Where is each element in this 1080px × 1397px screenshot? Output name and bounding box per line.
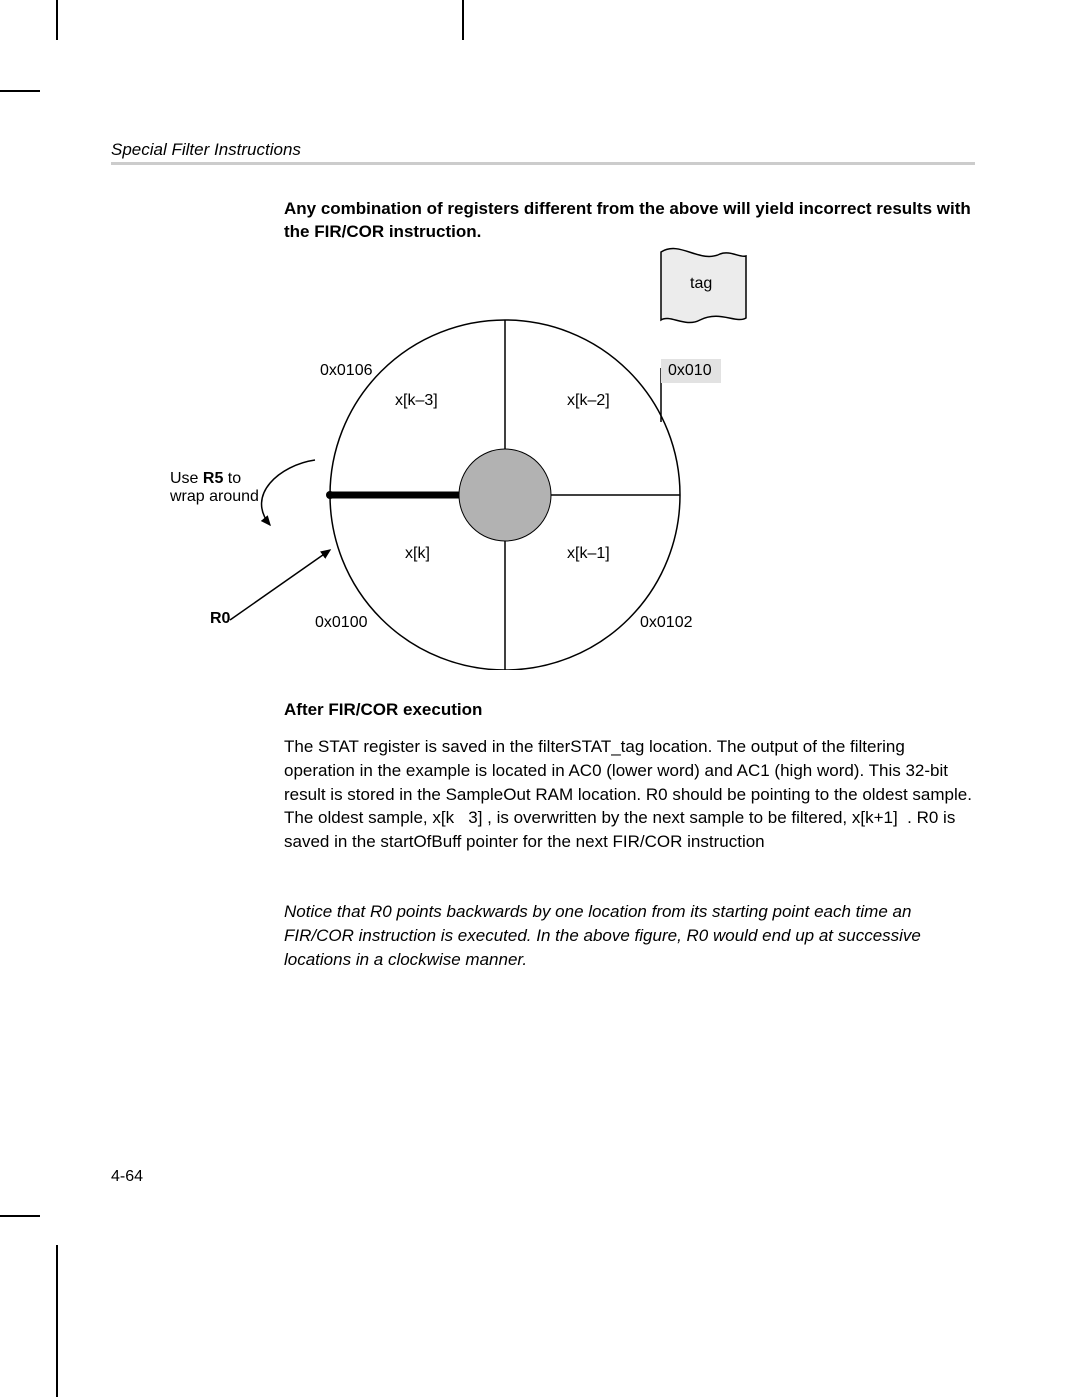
running-header: Special Filter Instructions [111,140,301,160]
cell-top-left: x[k–3] [395,392,438,410]
addr-top-left: 0x0106 [320,362,373,380]
r5-hint: Use R5 to wrap around [170,470,259,506]
section-heading: After FIR/COR execution [284,700,482,720]
crop-mark [0,1215,40,1217]
cell-top-right: x[k–2] [567,392,610,410]
circular-buffer-diagram: tag 0x010 0x0106 0x0100 0x0102 x[k–3] x[… [170,240,980,670]
body-paragraph-2: Notice that R0 points backwards by one l… [284,900,978,971]
r5-text-1: Use [170,470,203,487]
crop-mark [462,0,464,40]
cell-bottom-left: x[k] [405,545,430,563]
r5-text-2: wrap around [170,488,259,505]
addr-bottom-right: 0x0102 [640,614,693,632]
tag-label: tag [690,275,712,293]
body-paragraph-1: The STAT register is saved in the filter… [284,735,978,854]
page: Special Filter Instructions Any combinat… [0,0,1080,1397]
header-rule [111,162,975,165]
tag-box-label: 0x010 [668,362,712,380]
cell-bottom-right: x[k–1] [567,545,610,563]
addr-bottom-left: 0x0100 [315,614,368,632]
r0-label: R0 [210,610,230,628]
r5-bold: R5 [203,470,223,487]
intro-text: Any combination of registers different f… [284,198,978,244]
crop-mark [56,1245,58,1397]
page-number: 4-64 [111,1168,143,1186]
diagram-svg [170,240,980,670]
crop-mark [56,0,58,40]
crop-mark [0,90,40,92]
r5-text-1b: to [223,470,241,487]
